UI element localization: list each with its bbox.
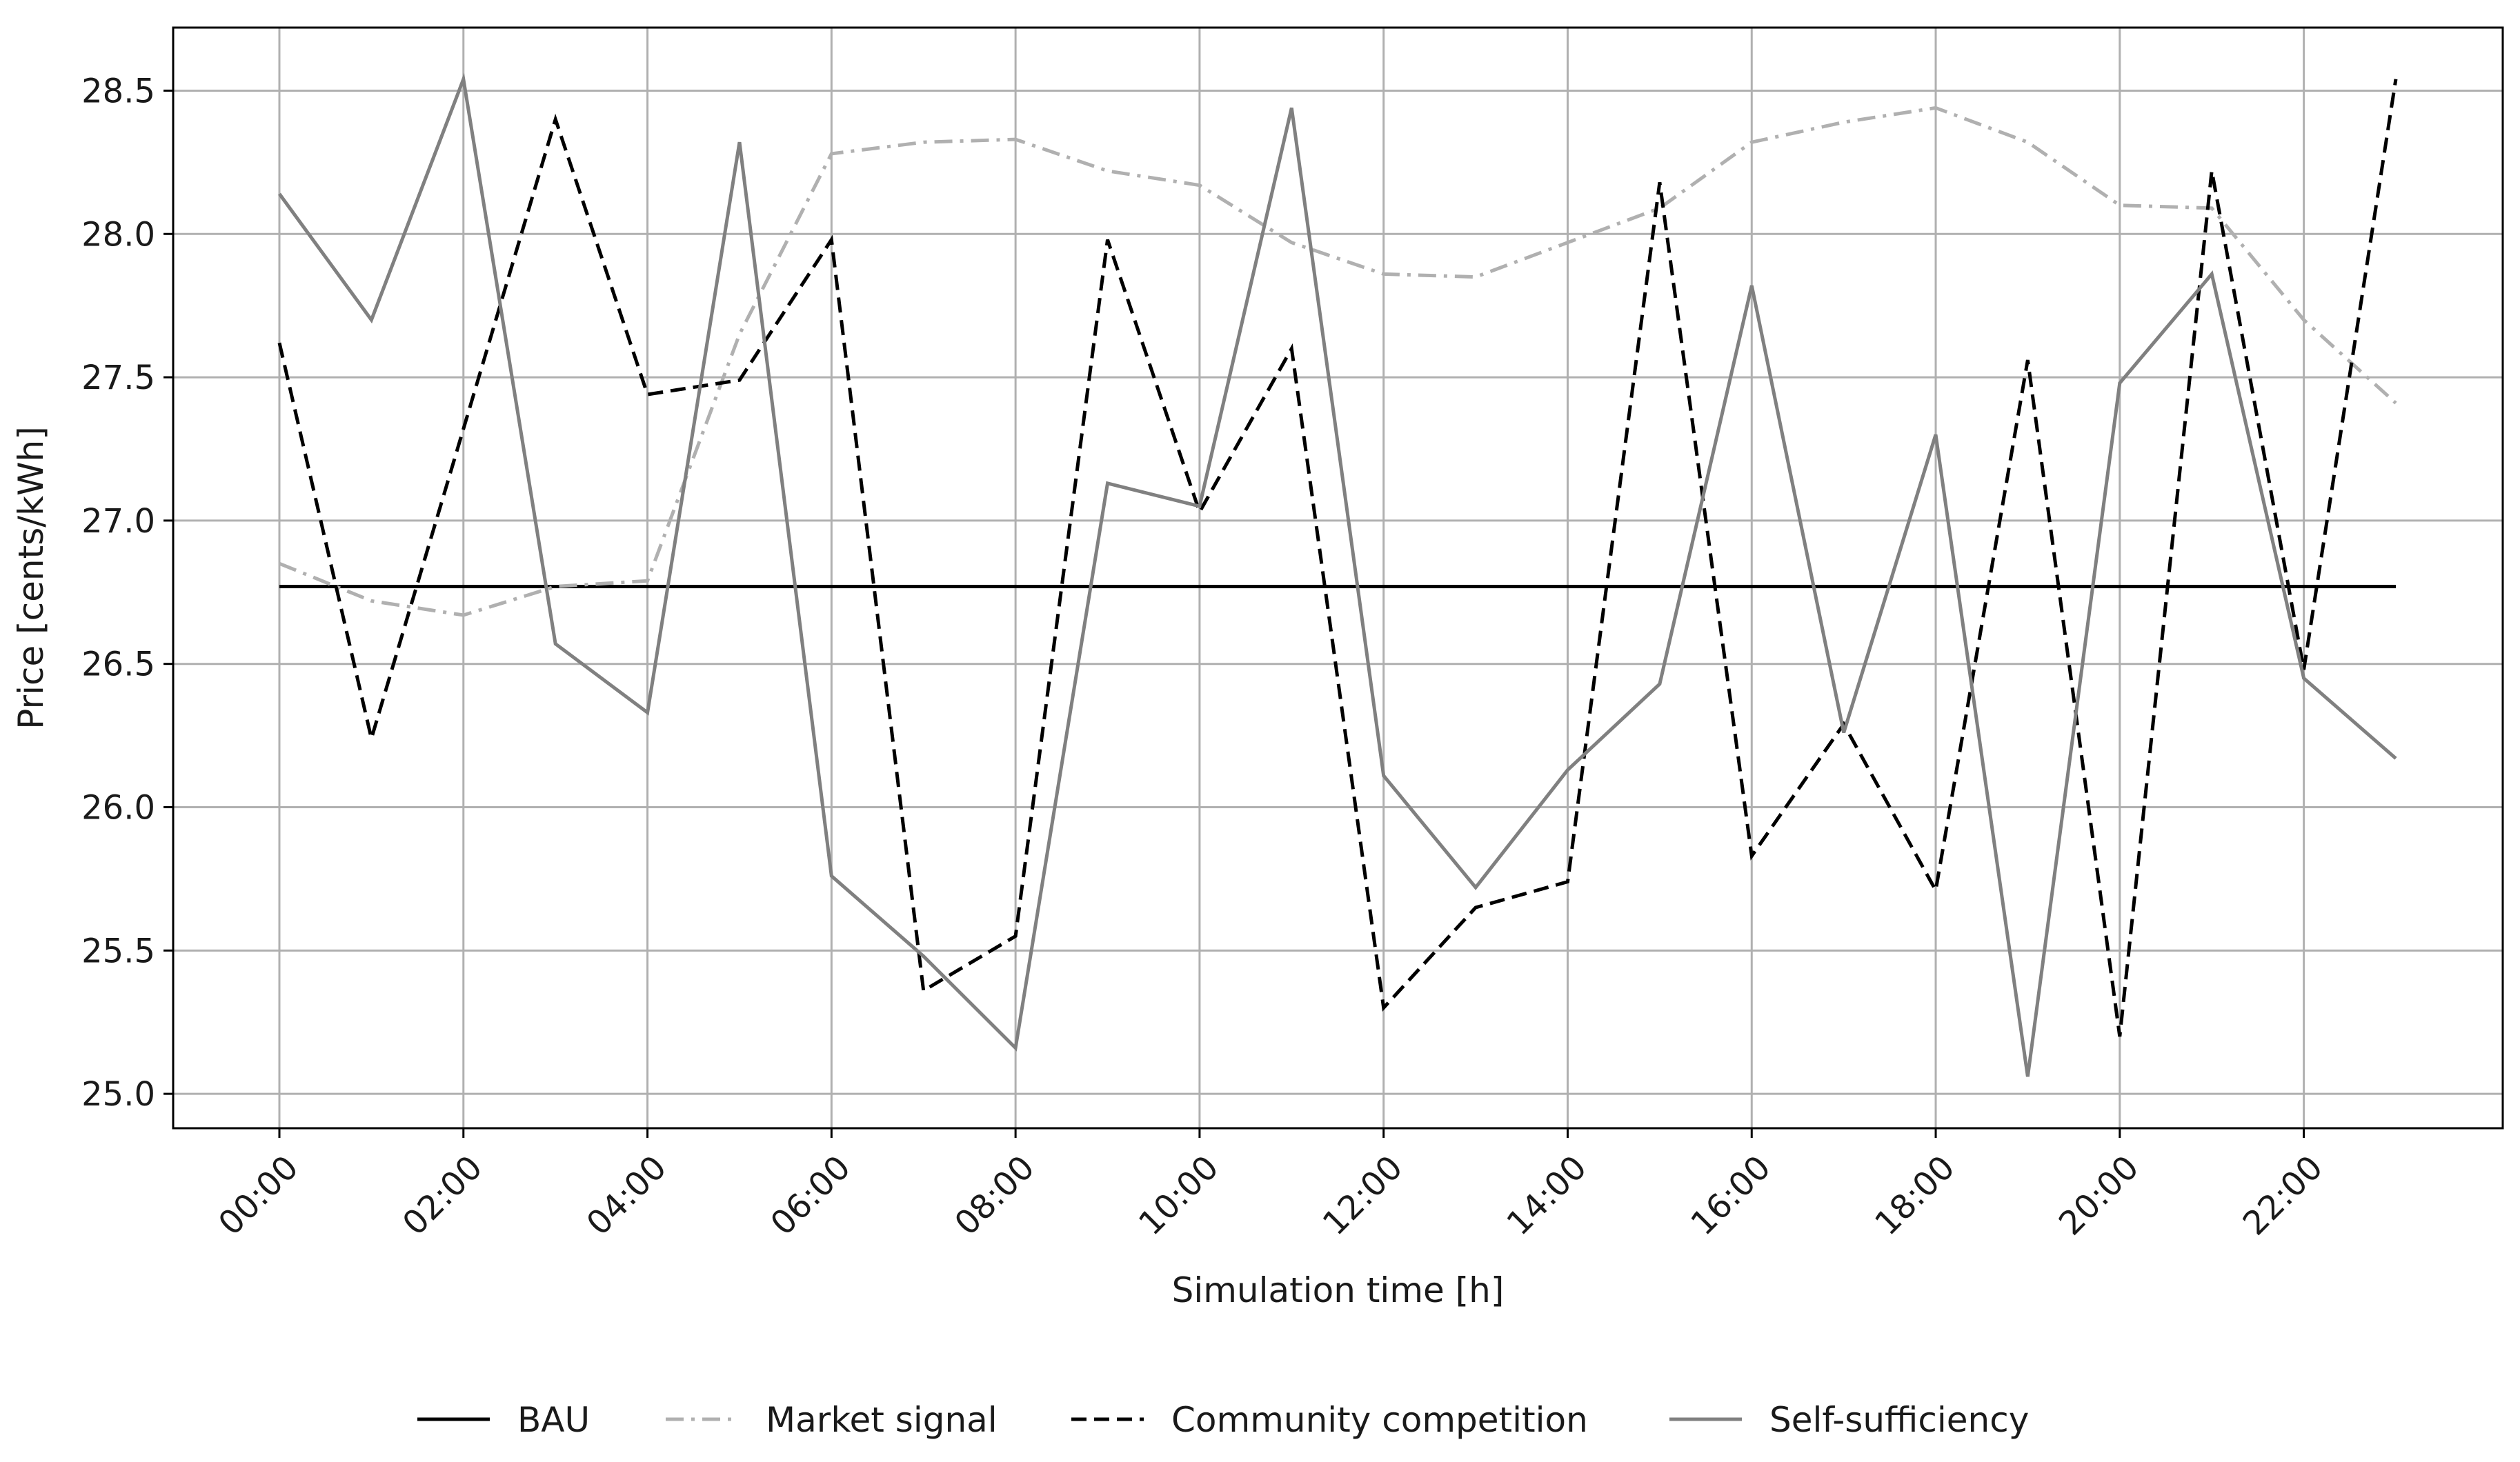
x-tick-label: 10:00 <box>1131 1148 1226 1243</box>
x-axis-label: Simulation time [h] <box>1172 1270 1505 1310</box>
y-tick-label: 28.0 <box>81 215 155 254</box>
legend-label: BAU <box>517 1400 590 1440</box>
legend: BAU Market signal Community competition Sel… <box>417 1400 2029 1440</box>
x-axis-ticks: 00:00 02:00 04:00 06:00 08:00 10:00 12:00 14:00… <box>211 1128 2330 1243</box>
x-tick-label: 08:00 <box>947 1148 1042 1243</box>
grid-layer <box>173 28 2503 1128</box>
series-line-self-sufficiency <box>277 72 2397 1077</box>
x-tick-label: 06:00 <box>763 1148 857 1243</box>
legend-label: Self-sufficiency <box>1769 1400 2029 1440</box>
x-tick-label: 04:00 <box>579 1148 674 1243</box>
legend-label: Community competition <box>1171 1400 1588 1440</box>
x-tick-label: 00:00 <box>211 1148 306 1243</box>
x-tick-label: 12:00 <box>1316 1148 1410 1243</box>
y-axis-label: Price [cents/kWh] <box>11 426 51 729</box>
legend-label: Market signal <box>766 1400 998 1440</box>
series-line-market-signal <box>279 106 2397 617</box>
x-tick-label: 14:00 <box>1500 1148 1594 1243</box>
x-tick-label: 18:00 <box>1867 1148 1962 1243</box>
series-line-community-competition <box>277 79 2398 1037</box>
x-tick-label: 16:00 <box>1683 1148 1778 1243</box>
y-tick-label: 27.5 <box>81 359 155 397</box>
y-tick-label: 26.0 <box>81 789 155 828</box>
y-tick-label: 25.5 <box>81 932 155 970</box>
x-tick-label: 20:00 <box>2052 1148 2146 1243</box>
x-tick-label: 02:00 <box>395 1148 490 1243</box>
series-layer <box>277 72 2398 1077</box>
y-tick-label: 27.0 <box>81 502 155 541</box>
plot-frame <box>172 26 2504 1130</box>
y-tick-label: 26.5 <box>81 645 155 684</box>
y-tick-label: 25.0 <box>81 1075 155 1114</box>
x-tick-label: 22:00 <box>2236 1148 2330 1243</box>
y-tick-label: 28.5 <box>81 72 155 110</box>
y-axis-ticks: 25.0 25.5 26.0 26.5 27.0 27.5 28.0 28.5 <box>81 72 173 1114</box>
